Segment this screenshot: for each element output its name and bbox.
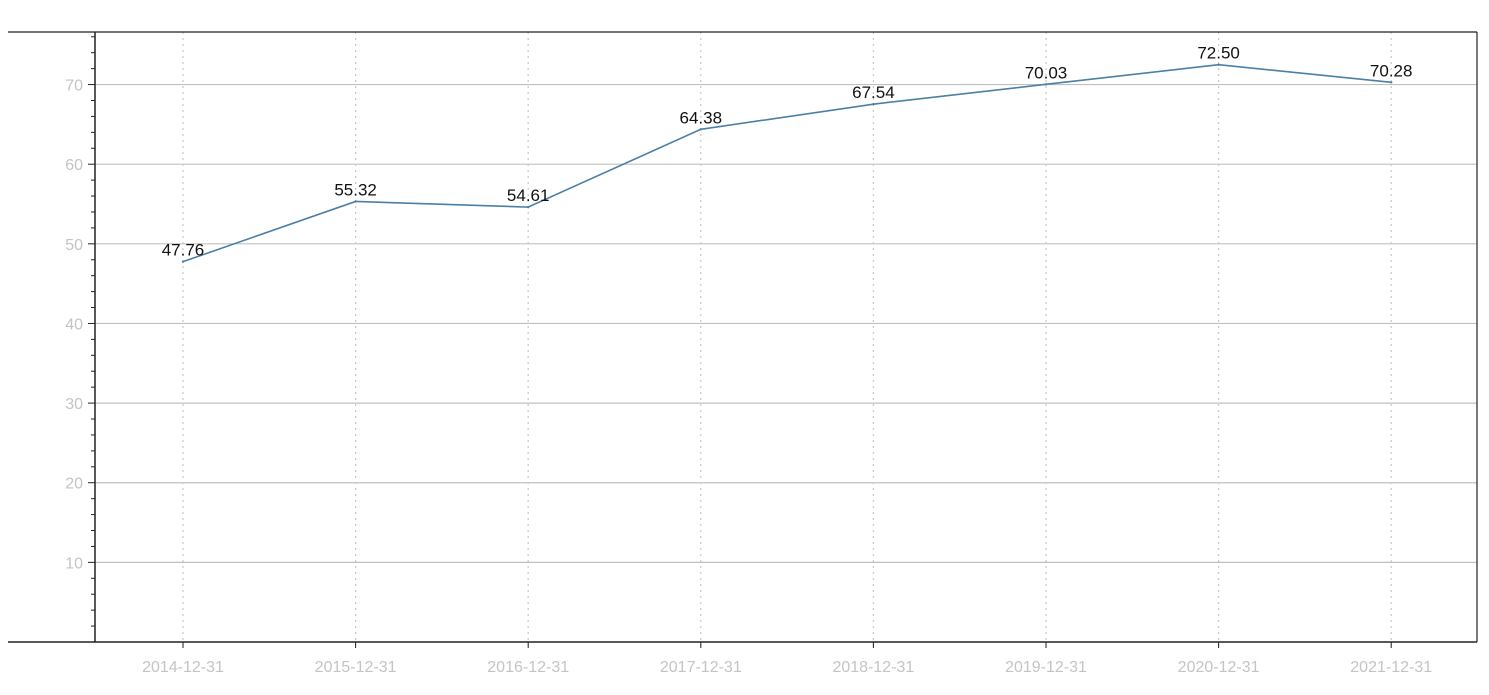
x-tick-label: 2015-12-31 — [315, 659, 397, 676]
y-tick-label: 50 — [65, 237, 83, 254]
x-tick-label: 2014-12-31 — [142, 659, 224, 676]
grid-layer — [95, 32, 1477, 648]
x-tick-label: 2018-12-31 — [832, 659, 914, 676]
label-layer: 47.76 55.32 54.61 64.38 67.54 70.03 72.50 70.28 — [162, 44, 1413, 260]
data-label: 64.38 — [680, 108, 723, 127]
x-tick-label: 2020-12-31 — [1178, 659, 1260, 676]
data-point — [699, 128, 702, 131]
data-point — [1390, 81, 1393, 84]
y-tick-label: 30 — [65, 396, 83, 413]
series-line — [182, 63, 1392, 263]
y-tick-label: 70 — [65, 78, 83, 95]
data-point — [527, 205, 530, 209]
axis-layer: 10 20 30 40 50 60 70 2014-12-31 2015-12-31 2016-1… — [8, 31, 1478, 676]
data-label: 54.61 — [507, 186, 550, 205]
x-tick-label: 2017-12-31 — [660, 659, 742, 676]
series-layer — [181, 63, 1393, 263]
data-point — [872, 102, 875, 106]
x-tick-label: 2021-12-31 — [1350, 659, 1432, 676]
x-tick-label: 2016-12-31 — [487, 659, 569, 676]
data-label: 67.54 — [852, 83, 895, 102]
y-tick-label: 10 — [65, 555, 83, 572]
data-label: 72.50 — [1197, 44, 1240, 63]
data-point — [1217, 63, 1220, 66]
data-label: 70.03 — [1025, 63, 1068, 82]
y-tick-label: 20 — [65, 476, 83, 493]
data-label: 47.76 — [162, 241, 205, 260]
y-tick-label: 40 — [65, 316, 83, 333]
data-label: 55.32 — [334, 180, 377, 199]
data-point — [354, 200, 357, 203]
data-point — [181, 260, 185, 263]
x-tick-label: 2019-12-31 — [1005, 659, 1087, 676]
data-label: 70.28 — [1370, 61, 1413, 80]
y-tick-label: 60 — [65, 157, 83, 174]
data-point — [1044, 83, 1048, 86]
